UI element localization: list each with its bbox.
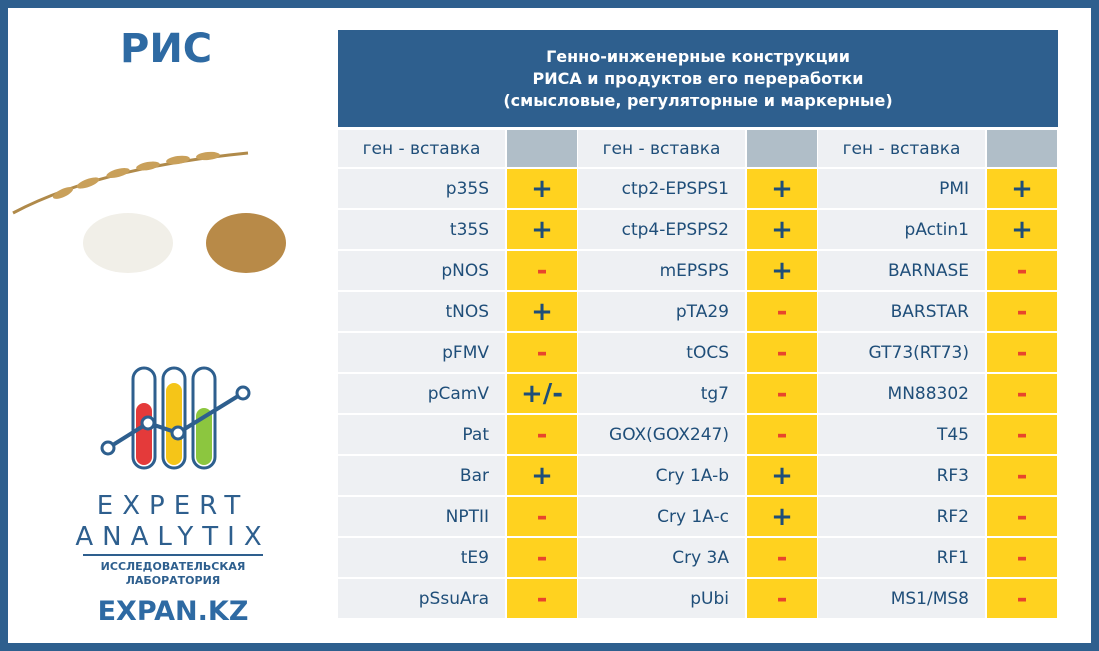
gene-cell: NPTII	[338, 497, 505, 536]
mark-cell: -	[987, 579, 1057, 618]
gene-cell: pActin1	[818, 210, 985, 249]
gene-cell: GT73(RT73)	[818, 333, 985, 372]
gene-cell: MS1/MS8	[818, 579, 985, 618]
gene-cell: pSsuAra	[338, 579, 505, 618]
mark-cell: -	[507, 251, 577, 290]
mark-cell: +	[987, 169, 1057, 208]
header-cell	[747, 130, 817, 167]
gene-cell: Bar	[338, 456, 505, 495]
site: EXPAN.KZ	[97, 596, 249, 627]
gene-cell: MN88302	[818, 374, 985, 413]
logo-line: ANALYTIX	[75, 522, 271, 552]
mark-cell: -	[747, 374, 817, 413]
gene-cell: pNOS	[338, 251, 505, 290]
header-cell	[507, 130, 577, 167]
gene-cell: pFMV	[338, 333, 505, 372]
gene-cell: Cry 3A	[578, 538, 745, 577]
column-header: ген - вставка	[578, 130, 745, 167]
gene-cell: tE9	[338, 538, 505, 577]
mark-cell: -	[507, 538, 577, 577]
logo-line: EXPERT	[96, 491, 250, 521]
logo-sub: ЛАБОРАТОРИЯ	[125, 574, 221, 587]
mark-cell: -	[507, 497, 577, 536]
gene-cell: pTA29	[578, 292, 745, 331]
mark-cell: +	[747, 210, 817, 249]
gene-cell: mEPSPS	[578, 251, 745, 290]
gene-cell: ctp4-EPSPS2	[578, 210, 745, 249]
mark-cell: -	[987, 251, 1057, 290]
mark-cell: +	[507, 292, 577, 331]
mark-cell: +/-	[507, 374, 577, 413]
mark-cell: -	[507, 333, 577, 372]
mark-cell: -	[747, 579, 817, 618]
divider	[83, 554, 263, 556]
header-line: Генно-инженерные конструкции	[546, 46, 850, 66]
header-cell	[987, 130, 1057, 167]
gene-cell: Cry 1A-c	[578, 497, 745, 536]
gene-cell: T45	[818, 415, 985, 454]
mark-cell: -	[987, 538, 1057, 577]
mark-cell: -	[987, 292, 1057, 331]
mark-cell: +	[747, 169, 817, 208]
gene-cell: Pat	[338, 415, 505, 454]
gene-cell: PMI	[818, 169, 985, 208]
mark-cell: +	[747, 251, 817, 290]
gene-cell: pUbi	[578, 579, 745, 618]
gene-cell: t35S	[338, 210, 505, 249]
column-header: ген - вставка	[338, 130, 505, 167]
mark-cell: -	[507, 415, 577, 454]
mark-cell: -	[747, 538, 817, 577]
mark-cell: -	[747, 292, 817, 331]
mark-cell: -	[747, 415, 817, 454]
mark-cell: +	[987, 210, 1057, 249]
mark-cell: -	[747, 333, 817, 372]
logo-icon	[100, 366, 251, 470]
gene-cell: Cry 1A-b	[578, 456, 745, 495]
mark-cell: -	[987, 456, 1057, 495]
mark-cell: -	[987, 415, 1057, 454]
gene-cell: p35S	[338, 169, 505, 208]
gene-cell: tg7	[578, 374, 745, 413]
mark-cell: -	[987, 497, 1057, 536]
mark-cell: +	[747, 497, 817, 536]
logo-sub: ИССЛЕДОВАТЕЛЬСКАЯ	[100, 560, 246, 573]
gene-cell: pCamV	[338, 374, 505, 413]
rice-image	[12, 151, 286, 273]
table-header: Генно-инженерные конструкции РИСА и прод…	[338, 30, 1058, 127]
header-line: (смысловые, регуляторные и маркерные)	[503, 90, 893, 110]
mark-cell: +	[747, 456, 817, 495]
mark-cell: +	[507, 456, 577, 495]
gene-cell: RF2	[818, 497, 985, 536]
header-line: РИСА и продуктов его переработки	[532, 68, 864, 88]
column-header: ген - вставка	[818, 130, 985, 167]
gene-cell: GOX(GOX247)	[578, 415, 745, 454]
gene-cell: tNOS	[338, 292, 505, 331]
gene-cell: BARSTAR	[818, 292, 985, 331]
mark-cell: -	[987, 333, 1057, 372]
gene-cell: RF1	[818, 538, 985, 577]
mark-cell: -	[987, 374, 1057, 413]
title: РИС	[120, 26, 213, 72]
gene-cell: ctp2-EPSPS1	[578, 169, 745, 208]
mark-cell: -	[507, 579, 577, 618]
gene-cell: RF3	[818, 456, 985, 495]
mark-cell: +	[507, 169, 577, 208]
mark-cell: +	[507, 210, 577, 249]
gene-cell: tOCS	[578, 333, 745, 372]
gene-cell: BARNASE	[818, 251, 985, 290]
